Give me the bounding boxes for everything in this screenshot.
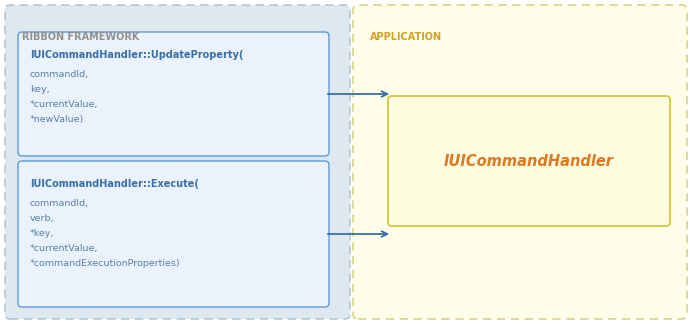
FancyBboxPatch shape [388,96,670,226]
Text: commandId,: commandId, [30,70,89,79]
Text: verb,: verb, [30,214,55,223]
Text: IUICommandHandler: IUICommandHandler [444,154,614,168]
Text: *commandExecutionProperties): *commandExecutionProperties) [30,259,181,268]
Text: APPLICATION: APPLICATION [370,32,442,42]
FancyBboxPatch shape [18,161,329,307]
Text: key,: key, [30,85,50,94]
Text: commandId,: commandId, [30,199,89,208]
Text: RIBBON FRAMEWORK: RIBBON FRAMEWORK [22,32,139,42]
FancyBboxPatch shape [18,32,329,156]
FancyBboxPatch shape [353,5,687,319]
Text: *newValue): *newValue) [30,115,84,124]
Text: IUICommandHandler::Execute(: IUICommandHandler::Execute( [30,179,199,189]
Text: *currentValue,: *currentValue, [30,244,99,253]
FancyBboxPatch shape [5,5,350,319]
Text: IUICommandHandler::UpdateProperty(: IUICommandHandler::UpdateProperty( [30,50,244,60]
Text: *currentValue,: *currentValue, [30,100,99,109]
Text: *key,: *key, [30,229,55,238]
